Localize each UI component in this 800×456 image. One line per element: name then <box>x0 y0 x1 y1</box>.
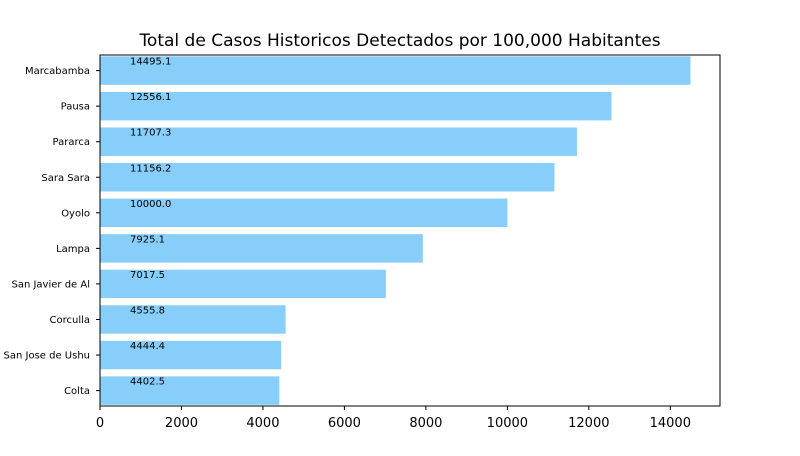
chart-title: Total de Casos Historicos Detectados por… <box>138 31 660 51</box>
bar <box>100 340 282 370</box>
y-tick-label: Corculla <box>49 315 90 326</box>
y-tick-label: San Jose de Ushu <box>4 351 90 362</box>
y-tick-label: Sara Sara <box>41 173 90 184</box>
x-tick-label: 14000 <box>650 416 691 431</box>
data-label: 7017.5 <box>130 270 165 281</box>
data-label: 11707.3 <box>130 128 171 139</box>
bars-group <box>100 56 691 405</box>
y-tick-label: Marcabamba <box>25 66 90 77</box>
x-axis: 0 2000 4000 6000 8000 10000 12000 14000 <box>96 406 691 431</box>
x-tick-label: 2000 <box>165 416 198 431</box>
bar <box>100 198 508 228</box>
x-tick-label: 10000 <box>487 416 528 431</box>
plot-frame <box>99 54 721 407</box>
bar <box>100 234 423 263</box>
y-tick-label: Oyolo <box>61 208 90 219</box>
data-label: 7925.1 <box>130 234 165 245</box>
bar <box>100 163 555 192</box>
bar <box>100 56 691 85</box>
y-tick-label: San Javier de Al <box>11 279 90 290</box>
data-label: 10000.0 <box>130 199 171 210</box>
data-labels: 4402.5 4444.4 4555.8 7017.5 7925.1 10000.0 111… <box>130 57 171 388</box>
x-tick-label: 6000 <box>328 416 361 431</box>
y-tick-label: Pararca <box>53 137 90 148</box>
y-tick-label: Lampa <box>56 244 90 255</box>
data-label: 4402.5 <box>130 377 165 388</box>
bar <box>100 127 577 156</box>
data-label: 4444.4 <box>130 341 165 352</box>
data-label: 14495.1 <box>130 57 171 68</box>
y-tick-label: Pausa <box>61 102 90 113</box>
x-tick-label: 4000 <box>246 416 279 431</box>
data-label: 12556.1 <box>130 92 171 103</box>
data-label: 11156.2 <box>130 163 171 174</box>
x-tick-label: 8000 <box>409 416 442 431</box>
bar <box>100 269 386 299</box>
y-tick-labels: Colta San Jose de Ushu Corculla San Javier … <box>4 66 100 397</box>
x-tick-label: 12000 <box>568 416 609 431</box>
y-tick-label: Colta <box>64 386 90 397</box>
bar <box>100 91 612 121</box>
bar <box>100 376 280 405</box>
bar <box>100 305 286 334</box>
x-tick-label: 0 <box>96 416 104 431</box>
data-label: 4555.8 <box>130 305 165 316</box>
